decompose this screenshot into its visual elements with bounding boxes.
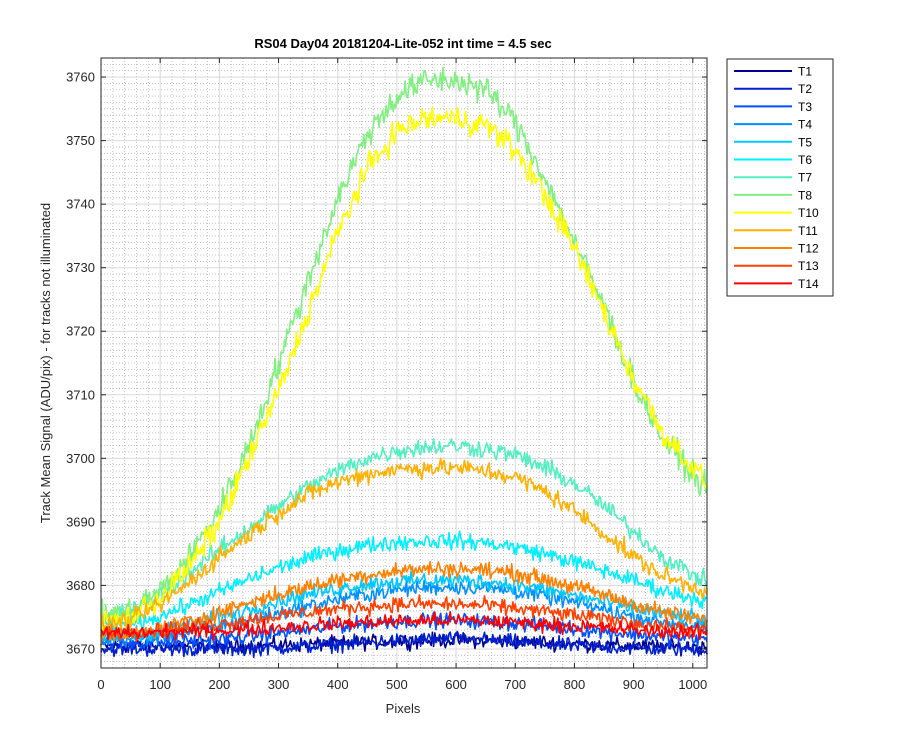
y-tick-label: 3690	[66, 514, 95, 529]
x-tick-label: 300	[268, 677, 290, 692]
x-tick-label: 0	[97, 677, 104, 692]
legend-label-t11: T11	[798, 224, 818, 238]
legend-label-t12: T12	[798, 242, 819, 256]
series-line-t11	[100, 457, 708, 634]
legend-label-t2: T2	[798, 82, 812, 96]
legend-label-t5: T5	[798, 135, 812, 149]
y-tick-label: 3710	[66, 387, 95, 402]
series-line-t6	[100, 530, 708, 634]
y-axis-label: Track Mean Signal (ADU/pix) - for tracks…	[38, 203, 53, 523]
legend-label-t4: T4	[798, 118, 812, 132]
legend-label-t14: T14	[798, 277, 819, 291]
chart-title: RS04 Day04 20181204-Lite-052 int time = …	[254, 36, 551, 51]
x-tick-label: 600	[445, 677, 467, 692]
legend-label-t10: T10	[798, 206, 819, 220]
y-tick-label: 3760	[66, 70, 95, 85]
y-tick-label: 3740	[66, 197, 95, 212]
x-tick-label: 500	[386, 677, 408, 692]
x-tick-label: 800	[564, 677, 586, 692]
y-tick-label: 3680	[66, 578, 95, 593]
x-tick-label: 900	[623, 677, 645, 692]
x-tick-label: 400	[327, 677, 349, 692]
series-line-t12	[100, 560, 708, 646]
x-tick-label: 700	[504, 677, 526, 692]
legend-label-t7: T7	[798, 171, 812, 185]
legend-label-t1: T1	[798, 65, 812, 79]
y-tick-label: 3730	[66, 260, 95, 275]
y-tick-labels: 3670 3680 3690 3700 3710 3720 3730 3740 3750 3760	[66, 70, 95, 657]
x-tick-labels: 0 100 200 300 400 500 600 700 800 900 1000	[97, 677, 707, 692]
x-tick-label: 1000	[678, 677, 707, 692]
series-line-t14	[100, 611, 708, 642]
series-layer	[100, 66, 708, 659]
series-line-t10	[100, 106, 708, 639]
axis-ticks	[100, 58, 707, 668]
x-tick-label: 200	[209, 677, 231, 692]
y-tick-label: 3700	[66, 451, 95, 466]
x-tick-label: 100	[149, 677, 171, 692]
legend: T1 T2 T3 T4 T5 T6 T7 T8 T10 T11 T12 T13 T14	[726, 58, 834, 297]
legend-label-t13: T13	[798, 259, 819, 273]
series-line-t2	[100, 630, 708, 659]
plot-area: 0 100 200 300 400 500 600 700 800 900 1000 3670 368…	[66, 57, 708, 692]
y-tick-label: 3750	[66, 133, 95, 148]
series-line-t7	[100, 438, 708, 623]
legend-label-t6: T6	[798, 153, 812, 167]
legend-label-t3: T3	[798, 100, 812, 114]
plot-frame	[100, 57, 708, 669]
y-tick-label: 3670	[66, 641, 95, 656]
legend-label-t8: T8	[798, 188, 812, 202]
y-tick-label: 3720	[66, 324, 95, 339]
x-axis-label: Pixels	[386, 701, 421, 716]
